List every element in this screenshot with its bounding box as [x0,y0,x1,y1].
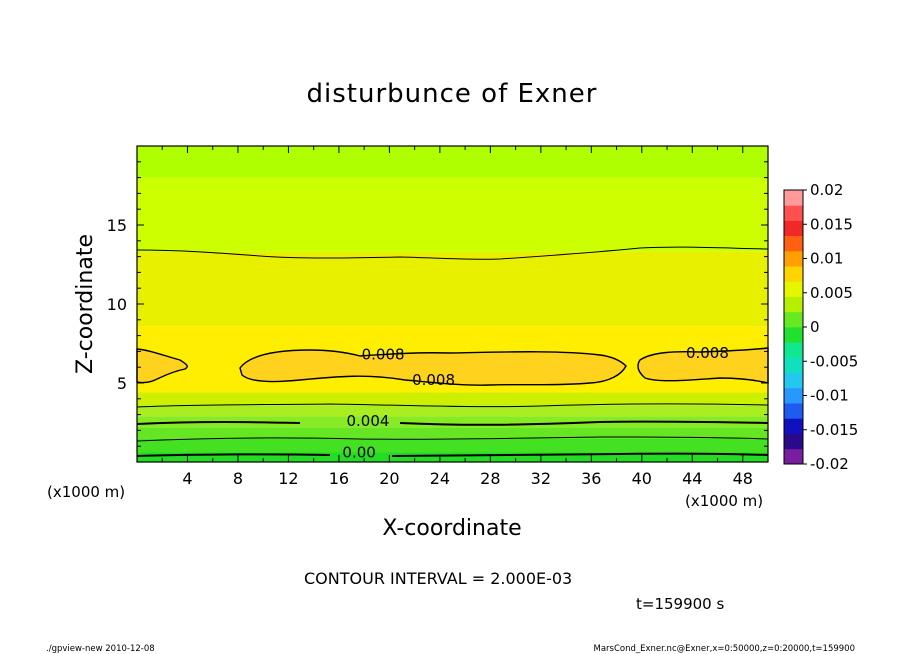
colorbar-cell-6 [784,357,803,374]
blob-right [637,347,769,384]
x-tick-label-20: 20 [379,469,399,488]
colorbar-label-0: 0.02 [810,181,843,199]
colorbar-cell-12 [784,266,803,282]
colorbar-cell-3 [784,403,803,419]
contour-label-2: 0.008 [686,344,729,362]
colorbar-cell-9 [784,311,803,328]
x-tick-label-40: 40 [632,469,652,488]
contour-line-low [136,436,769,442]
colorbar-cell-11 [784,281,803,297]
filled-band-5 [137,392,768,406]
colorbar-cell-0 [784,448,803,465]
colorbar-label-7: -0.015 [810,421,858,439]
contour-line-mid [136,403,769,408]
colorbar: 0.02 0.015 0.01 0.005 0 -0.005 -0.01 -0.015 -0.0… [783,181,858,473]
colorbar-label-6: -0.01 [810,387,849,405]
colorbar-cell-16 [784,205,803,221]
colorbar-cell-1 [784,433,803,450]
plot-area: 0.008 0.008 0.008 0.004 0.00 [136,145,769,463]
x-tick-label-24: 24 [430,469,450,488]
chart-title: disturbunce of Exner [307,79,598,109]
filled-band-2 [137,427,768,439]
colorbar-cell-13 [784,250,803,267]
x-tick-label-32: 32 [531,469,551,488]
colorbar-cell-17 [784,190,803,206]
footer-left: ./gpview-new 2010-12-08 [46,644,155,654]
contour-label-4: 0.00 [342,444,375,462]
colorbar-cell-5 [784,372,803,389]
filled-band-9 [137,146,768,178]
x-tick-label-28: 28 [480,469,500,488]
colorbar-cells [784,190,803,465]
contour-lines [136,246,769,457]
x-tick-label-12: 12 [278,469,298,488]
footer-right: MarsCond_Exner.nc@Exner,x=0:50000,z=0:20… [593,644,855,654]
x-tick-label-4: 4 [182,469,192,488]
filled-band-1 [137,438,768,453]
y-axis-label: Z-coordinate [73,234,98,374]
colorbar-cell-2 [784,418,803,434]
x-axis-label: X-coordinate [382,516,521,541]
y-tick-label-15: 15 [107,216,127,235]
x-tick-label-36: 36 [581,469,601,488]
colorbar-cell-4 [784,387,803,404]
y-tick-label-10: 10 [107,295,127,314]
x-tick-label-8: 8 [233,469,243,488]
contour-labels: 0.008 0.008 0.008 0.004 0.00 [342,344,729,462]
contour-line-000 [136,452,769,457]
colorbar-cell-14 [784,235,803,252]
colorbar-cell-7 [784,342,803,358]
colorbar-cell-8 [784,327,803,343]
filled-bands [137,146,768,462]
contour-label-3: 0.004 [346,412,389,430]
filled-band-3 [137,416,768,428]
filled-band-0 [137,452,768,462]
colorbar-label-1: 0.015 [810,215,853,233]
colorbar-label-4: 0 [810,318,820,336]
contour-label-0: 0.008 [362,346,405,364]
colorbar-cell-15 [784,220,803,237]
colorbar-labels: 0.02 0.015 0.01 0.005 0 -0.005 -0.01 -0.015 -0.0… [803,181,858,473]
x-unit-left: (x1000 m) [47,483,125,501]
filled-band-7 [137,251,768,327]
filled-band-8 [137,177,768,252]
x-tick-label-44: 44 [682,469,702,488]
blob-center [239,349,627,386]
contour-line-0004 [136,420,769,426]
colorbar-label-3: 0.005 [810,284,853,302]
x-axis: 4 8 12 16 20 24 28 32 36 40 44 48 [136,146,769,488]
contour-interval-text: CONTOUR INTERVAL = 2.000E-03 [304,569,572,588]
x-tick-label-16: 16 [329,469,349,488]
y-tick-label-5: 5 [117,374,127,393]
contour-label-1: 0.008 [412,371,455,389]
x-unit-right: (x1000 m) [685,492,763,510]
high-value-blobs [136,347,769,386]
contour-line-upper [136,246,769,260]
x-tick-label-48: 48 [733,469,753,488]
time-text: t=159900 s [636,595,724,613]
colorbar-label-8: -0.02 [810,455,849,473]
colorbar-cell-10 [784,296,803,313]
blob-left [136,348,188,384]
y-axis: 5 10 15 [107,145,768,463]
colorbar-label-2: 0.01 [810,250,843,268]
colorbar-label-5: -0.005 [810,352,858,370]
filled-band-4 [137,405,768,417]
